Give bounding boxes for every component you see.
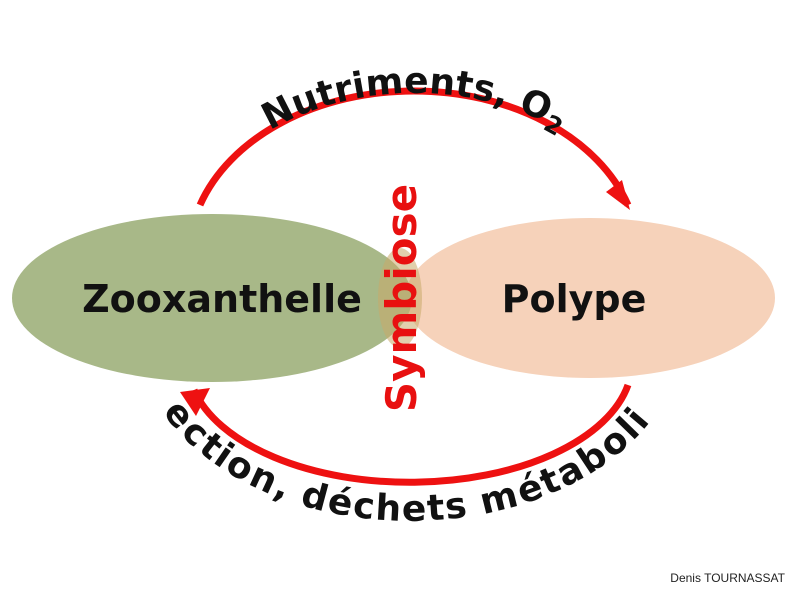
top-arrow-head: [606, 180, 630, 210]
overlap-area: [378, 248, 422, 348]
top-arrow-label: Nutriments, O: [255, 61, 558, 138]
polype-ellipse: [405, 218, 775, 378]
top-arrow-label-text: Nutriments, O2: [255, 61, 567, 142]
author-credit: Denis TOURNASSAT: [670, 571, 785, 585]
zooxanthelle-ellipse: [12, 214, 412, 382]
symbiose-label: Symbiose: [377, 184, 426, 412]
polype-label: Polype: [502, 277, 647, 321]
zooxanthelle-label: Zooxanthelle: [82, 277, 362, 321]
bottom-arrow-head: [180, 388, 210, 416]
bottom-arrow: [190, 383, 632, 486]
top-arrow: [196, 87, 632, 207]
